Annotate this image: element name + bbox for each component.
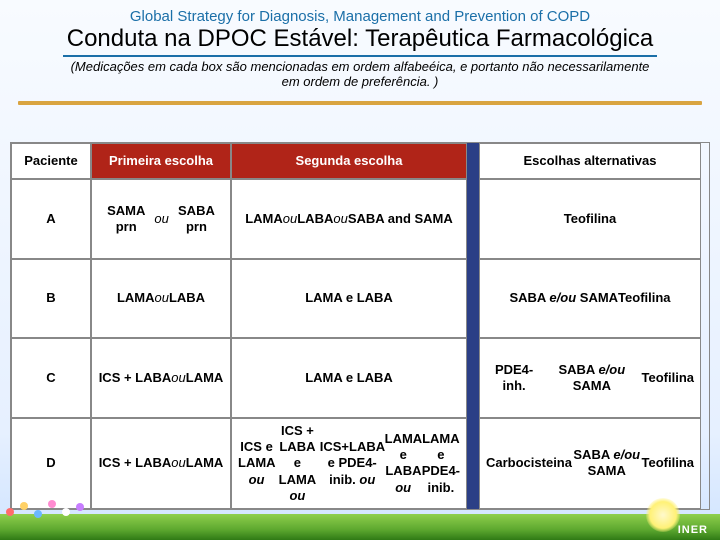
therapy-table: Paciente Primeira escolha Segunda escolh… — [10, 142, 710, 510]
table-cell-segunda: LAMA e LABA — [231, 338, 467, 418]
table-row-label: D — [11, 418, 91, 509]
table-cell-stripe — [467, 179, 479, 259]
supertitle: Global Strategy for Diagnosis, Managemen… — [40, 8, 680, 25]
table-cell-stripe — [467, 418, 479, 509]
table-cell-alt: Teofilina — [479, 179, 701, 259]
col-header-segunda: Segunda escolha — [231, 143, 467, 179]
table-cell-segunda: LAMAouLABAouSABA and SAMA — [231, 179, 467, 259]
table-cell-primeira: SAMA prnouSABA prn — [91, 179, 231, 259]
table-cell-alt: SABA e/ou SAMATeofilina — [479, 259, 701, 339]
table-cell-primeira: ICS + LABAouLAMA — [91, 418, 231, 509]
col-header-stripe — [467, 143, 479, 179]
table-cell-stripe — [467, 338, 479, 418]
table-cell-stripe — [467, 259, 479, 339]
slide-page: Global Strategy for Diagnosis, Managemen… — [0, 0, 720, 540]
table-cell-primeira: ICS + LABAouLAMA — [91, 338, 231, 418]
iner-logo: INER — [678, 524, 708, 536]
col-header-paciente: Paciente — [11, 143, 91, 179]
col-header-alt: Escolhas alternativas — [479, 143, 701, 179]
gold-divider — [18, 101, 702, 105]
table-cell-segunda: ICS e LAMA ouICS + LABA e LAMA ouICS+LAB… — [231, 418, 467, 509]
table-cell-alt: CarbocisteinaSABA e/ou SAMATeofilina — [479, 418, 701, 509]
subtitle: (Medicações em cada box são mencionadas … — [40, 57, 680, 89]
page-title: Conduta na DPOC Estável: Terapêutica Far… — [63, 25, 658, 57]
table-cell-primeira: LAMAouLABA — [91, 259, 231, 339]
col-header-primeira: Primeira escolha — [91, 143, 231, 179]
table-cell-segunda: LAMA e LABA — [231, 259, 467, 339]
table-row-label: C — [11, 338, 91, 418]
header-block: Global Strategy for Diagnosis, Managemen… — [0, 0, 720, 91]
table-cell-alt: PDE4-inh.SABA e/ou SAMATeofilina — [479, 338, 701, 418]
table-row-label: B — [11, 259, 91, 339]
landscape-ground — [0, 514, 720, 540]
sun-icon — [646, 498, 680, 532]
table-row-label: A — [11, 179, 91, 259]
